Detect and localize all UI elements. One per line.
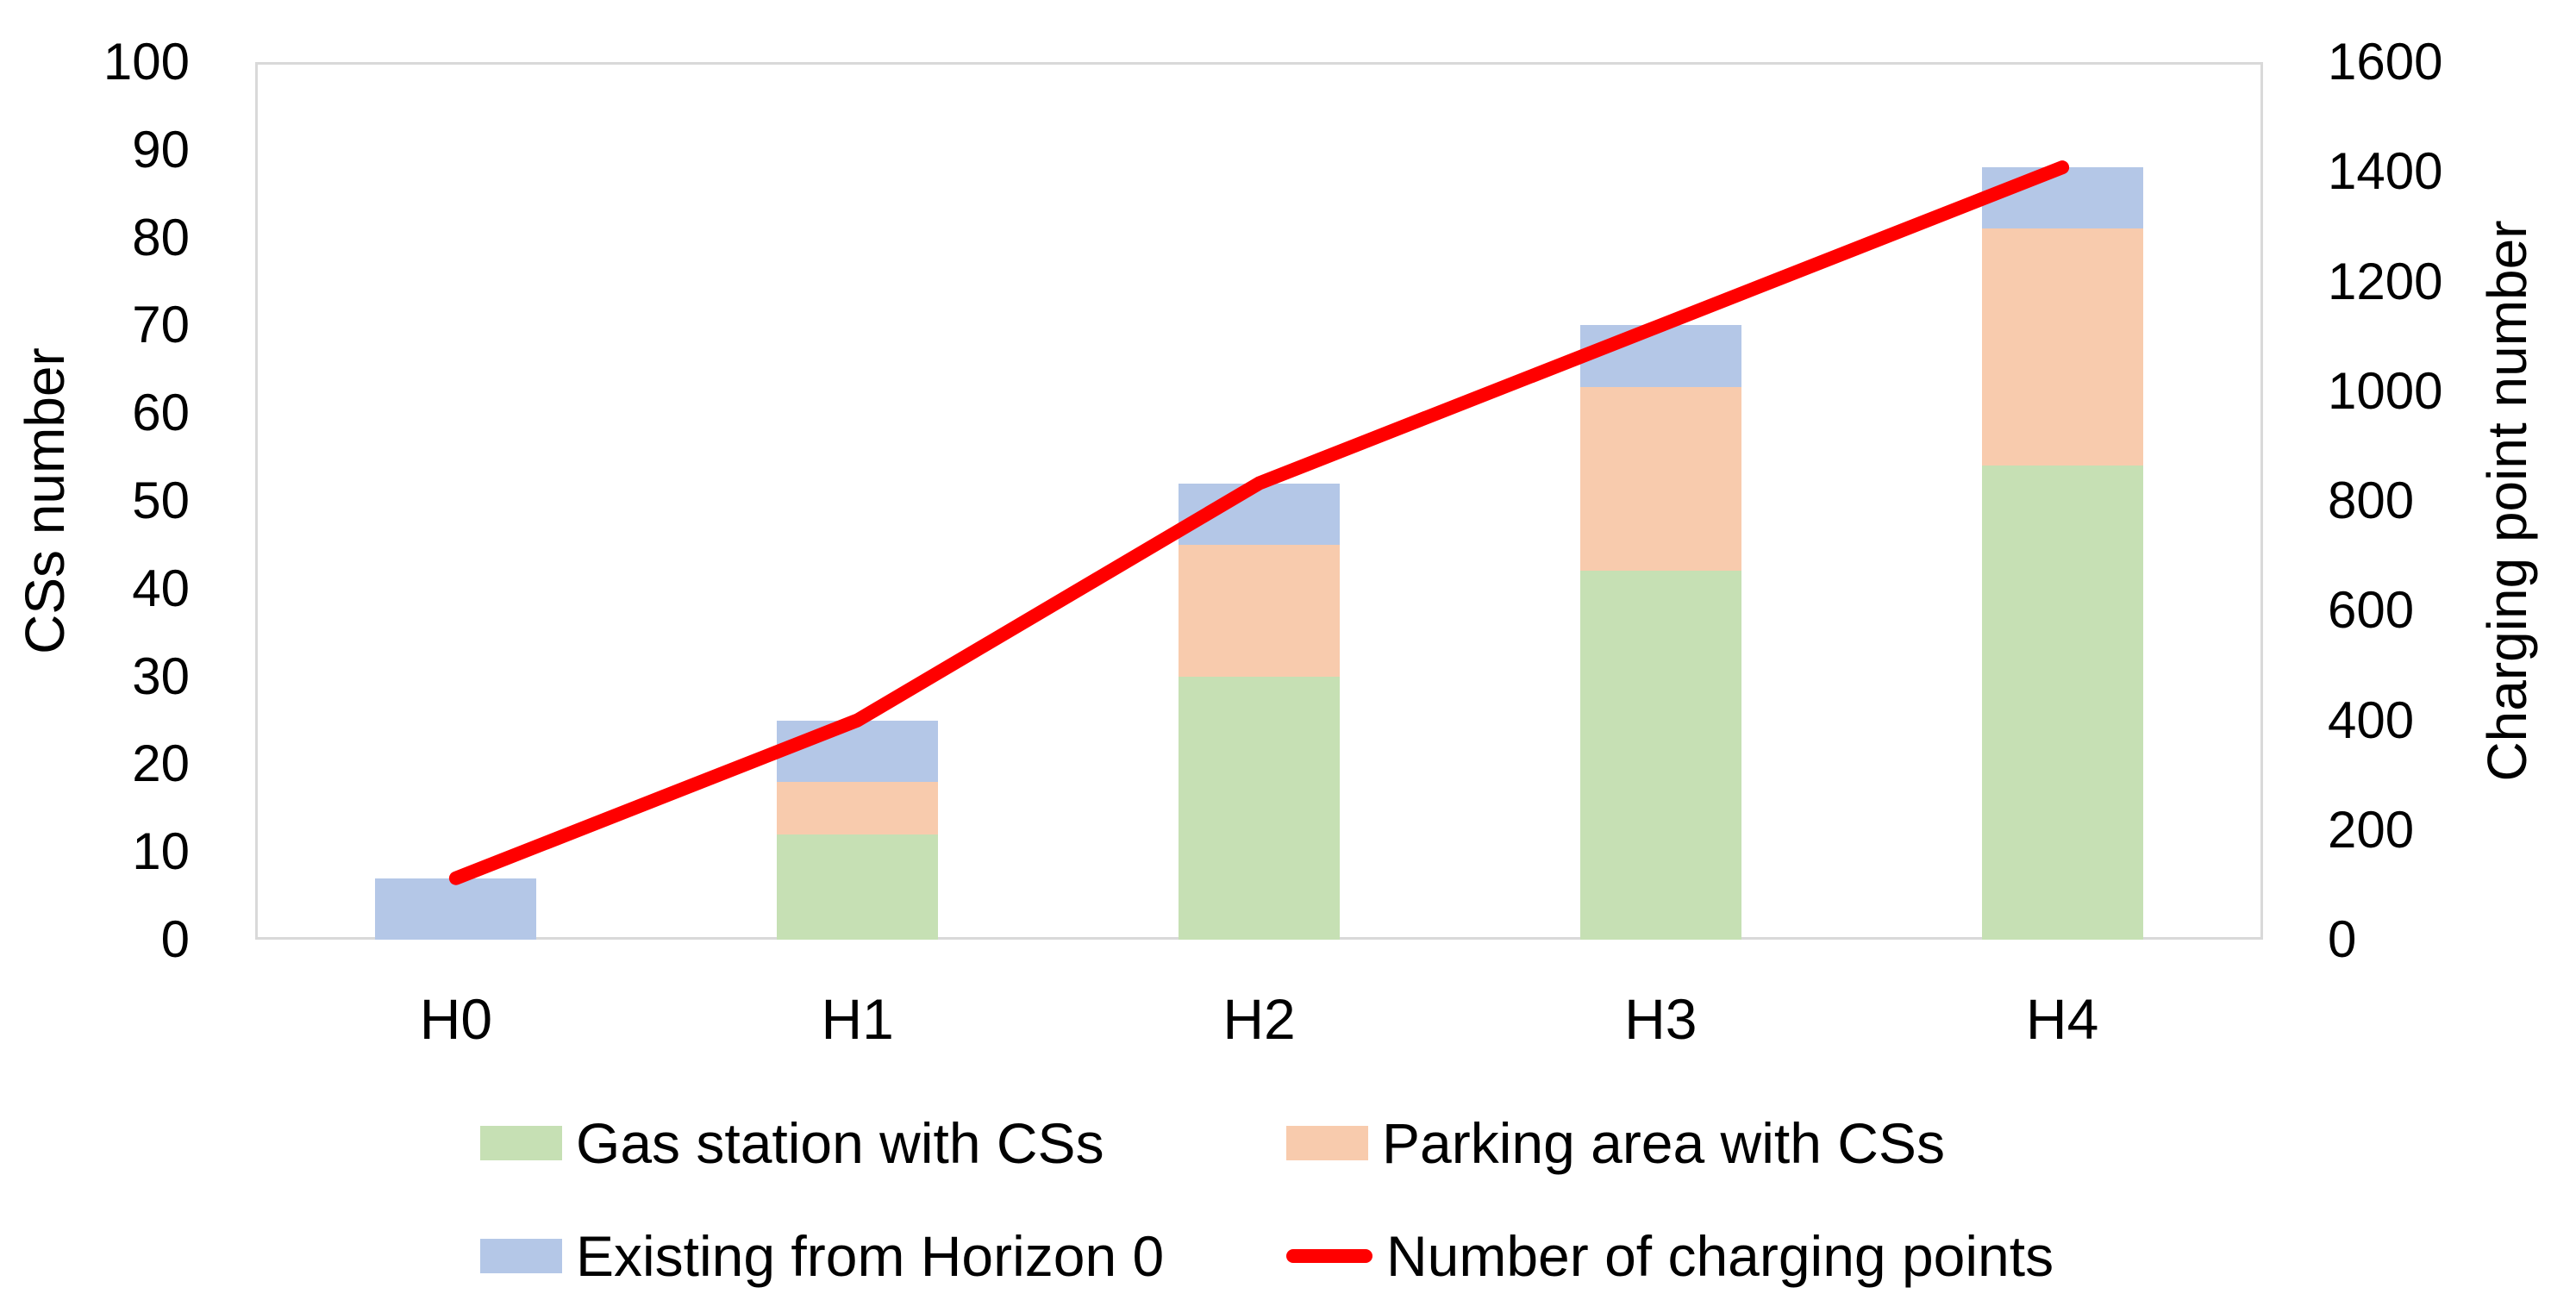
- right-axis-tick-label: 1000: [2328, 361, 2443, 420]
- legend-swatch-gas-station-with-css: [480, 1126, 562, 1160]
- bar-segment-h4-gas-station-with-css: [1981, 466, 2143, 940]
- legend-swatch-existing-from-horizon-0: [480, 1239, 562, 1273]
- bar-segment-h2-existing-from-horizon-0: [1179, 483, 1340, 545]
- right-axis-tick-label: 0: [2328, 910, 2357, 968]
- legend-item-existing-from-horizon-0: Existing from Horizon 0: [480, 1228, 1164, 1284]
- legend-swatch-parking-area-with-css: [1286, 1126, 1368, 1160]
- x-axis-label-h2: H2: [1222, 987, 1296, 1051]
- legend-item-parking-area-with-css: Parking area with CSs: [1286, 1115, 1945, 1172]
- left-axis-tick-label: 90: [132, 120, 190, 178]
- left-axis-tick-label: 0: [160, 910, 190, 968]
- x-axis-label-h0: H0: [419, 987, 493, 1051]
- left-axis-tick-label: 70: [132, 296, 190, 354]
- right-axis-title: Charging point number: [2476, 220, 2538, 782]
- right-axis-tick-label: 800: [2328, 472, 2415, 529]
- x-axis-label-h4: H4: [2025, 987, 2099, 1051]
- left-axis-tick-label: 10: [132, 822, 190, 881]
- right-axis-tick-label: 1200: [2328, 252, 2443, 310]
- right-axis-tick-label: 1600: [2328, 33, 2443, 91]
- left-axis-tick-label: 60: [132, 384, 190, 442]
- left-axis-tick-label: 50: [132, 472, 190, 529]
- legend-label-gas-station-with-css: Gas station with CSs: [576, 1111, 1104, 1175]
- bar-segment-h2-parking-area-with-css: [1179, 544, 1340, 677]
- left-axis-tick-label: 100: [103, 33, 190, 91]
- bar-segment-h3-gas-station-with-css: [1579, 571, 1741, 940]
- bar-segment-h1-existing-from-horizon-0: [777, 720, 939, 782]
- bar-segment-h4-existing-from-horizon-0: [1981, 167, 2143, 229]
- right-axis-tick-label: 1400: [2328, 142, 2443, 201]
- bar-segment-h2-gas-station-with-css: [1179, 676, 1340, 940]
- legend-line-marker-number-of-charging-points: [1286, 1249, 1372, 1263]
- legend-label-existing-from-horizon-0: Existing from Horizon 0: [576, 1224, 1165, 1288]
- x-axis-label-h3: H3: [1624, 987, 1698, 1051]
- bar-segment-h1-gas-station-with-css: [777, 834, 939, 940]
- right-axis-tick-label: 600: [2328, 581, 2415, 640]
- right-axis-tick-label: 200: [2328, 800, 2415, 859]
- left-axis-tick-label: 20: [132, 734, 190, 793]
- bar-segment-h3-existing-from-horizon-0: [1579, 325, 1741, 387]
- legend-label-number-of-charging-points: Number of charging points: [1386, 1224, 2054, 1288]
- right-axis-tick-label: 400: [2328, 691, 2415, 749]
- bar-segment-h1-parking-area-with-css: [777, 781, 939, 834]
- x-axis-label-h1: H1: [821, 987, 894, 1051]
- left-axis-tick-label: 40: [132, 559, 190, 617]
- left-axis-tick-label: 80: [132, 208, 190, 266]
- legend-label-parking-area-with-css: Parking area with CSs: [1382, 1111, 1945, 1175]
- legend-item-gas-station-with-css: Gas station with CSs: [480, 1115, 1104, 1172]
- bar-segment-h0-existing-from-horizon-0: [375, 878, 537, 940]
- left-axis-tick-label: 30: [132, 647, 190, 705]
- legend-item-number-of-charging-points: Number of charging points: [1286, 1228, 2054, 1284]
- bar-segment-h4-parking-area-with-css: [1981, 228, 2143, 466]
- bar-segment-h3-parking-area-with-css: [1579, 386, 1741, 572]
